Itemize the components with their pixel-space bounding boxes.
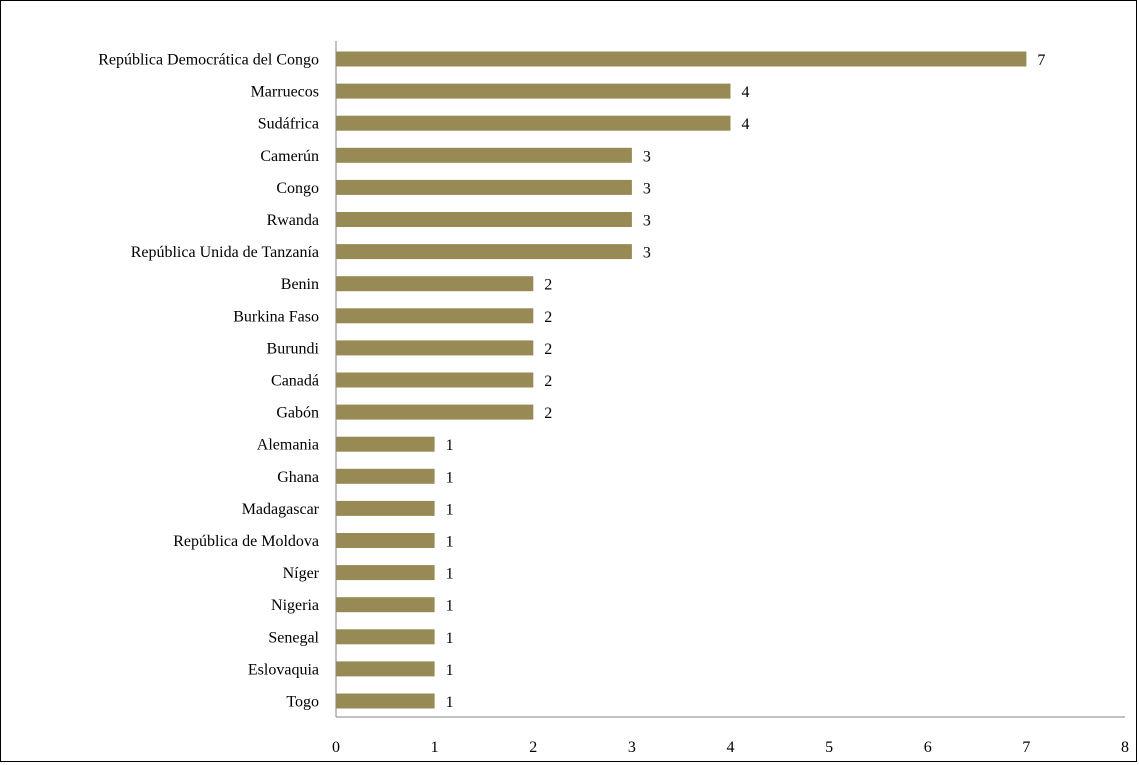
bar-19	[336, 661, 435, 677]
category-label: Sudáfrica	[258, 116, 319, 133]
data-label: 1	[446, 469, 454, 486]
data-label: 4	[742, 84, 750, 101]
category-label: República Democrática del Congo	[98, 52, 319, 69]
bar-13	[336, 468, 435, 484]
category-label: Camerún	[260, 148, 319, 165]
data-label: 3	[643, 213, 651, 230]
data-label: 2	[544, 309, 552, 326]
x-tick-label: 4	[727, 739, 735, 756]
bar-3	[336, 147, 632, 163]
data-label: 3	[643, 245, 651, 262]
data-label: 2	[544, 341, 552, 358]
data-label: 1	[446, 566, 454, 583]
category-label: República Unida de Tanzanía	[131, 244, 319, 261]
x-tick-label: 6	[924, 739, 932, 756]
category-label: Benin	[281, 276, 319, 293]
category-label: Burundi	[267, 340, 320, 357]
data-label: 1	[446, 437, 454, 454]
bar-1	[336, 83, 731, 99]
category-label: Madagascar	[242, 501, 320, 518]
data-label: 3	[643, 148, 651, 165]
bar-15	[336, 533, 435, 548]
bar-2	[336, 115, 731, 131]
data-label: 1	[446, 598, 454, 615]
bar-9	[336, 340, 534, 356]
bar-10	[336, 372, 534, 388]
category-label: Gabón	[276, 405, 319, 422]
bar-16	[336, 565, 435, 581]
data-label: 2	[544, 405, 552, 422]
category-label: Alemania	[257, 437, 319, 454]
x-tick-label: 0	[332, 739, 340, 756]
category-labels-layer: República Democrática del Congo Marruecos…	[98, 52, 319, 711]
bar-17	[336, 597, 435, 613]
category-label: Níger	[283, 565, 320, 582]
bar-11	[336, 404, 534, 420]
data-label: 7	[1037, 52, 1045, 69]
data-label: 1	[446, 534, 454, 551]
x-tick-label: 8	[1121, 739, 1129, 756]
bar-6	[336, 244, 632, 260]
category-label: Senegal	[268, 629, 319, 646]
data-label: 4	[742, 116, 750, 133]
bar-5	[336, 212, 632, 227]
category-label: Marruecos	[251, 84, 319, 101]
data-label: 1	[446, 501, 454, 518]
bar-8	[336, 308, 534, 324]
bar-4	[336, 179, 632, 195]
x-tick-label: 1	[431, 739, 439, 756]
data-label: 1	[446, 662, 454, 679]
category-label: Ghana	[277, 469, 319, 486]
bars-layer	[336, 51, 1027, 709]
data-labels-layer: 7 4 4 3 3 3 3 2 2 2 2 2 1 1 1 1 1 1 1 1 1	[446, 52, 1046, 711]
category-label: Burkina Faso	[233, 308, 319, 325]
data-label: 2	[544, 373, 552, 390]
x-tick-label: 7	[1022, 739, 1030, 756]
bar-20	[336, 693, 435, 709]
bar-18	[336, 629, 435, 645]
category-label: República de Moldova	[173, 533, 319, 550]
category-label: Rwanda	[267, 212, 319, 229]
category-label: Togo	[286, 694, 319, 711]
data-label: 3	[643, 180, 651, 197]
data-label: 1	[446, 630, 454, 647]
x-tick-label: 2	[529, 739, 537, 756]
category-label: Congo	[276, 180, 319, 197]
bar-7	[336, 276, 534, 292]
bar-14	[336, 500, 435, 516]
bar-12	[336, 436, 435, 452]
category-label: Eslovaquia	[248, 661, 319, 678]
x-tick-label: 3	[628, 739, 636, 756]
category-label: Canadá	[271, 373, 319, 390]
data-label: 1	[446, 694, 454, 711]
category-label: Nigeria	[271, 597, 319, 614]
x-tick-label: 5	[825, 739, 833, 756]
axes-layer: 0 1 2 3 4 5 6 7 8	[332, 41, 1129, 756]
data-label: 2	[544, 277, 552, 294]
bar-0	[336, 51, 1027, 67]
